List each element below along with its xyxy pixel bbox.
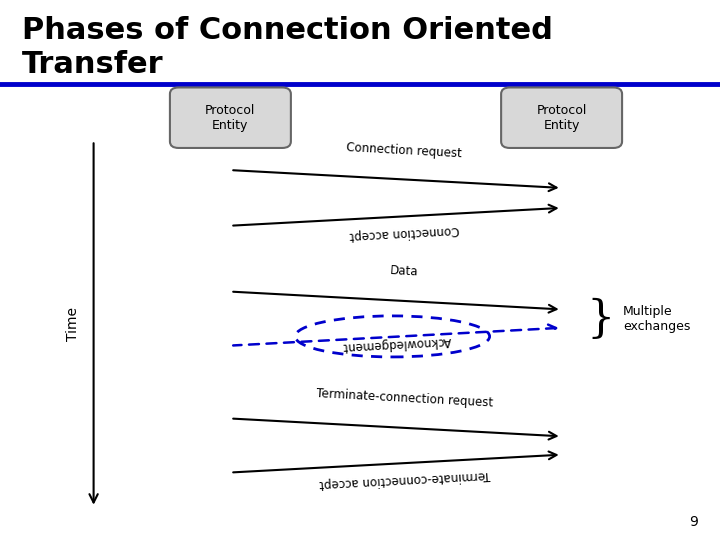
- Text: }: }: [587, 298, 615, 341]
- Text: 9: 9: [690, 515, 698, 529]
- Text: Multiple
exchanges: Multiple exchanges: [623, 305, 690, 333]
- Text: Connection request: Connection request: [346, 140, 462, 160]
- Text: Connection accept: Connection accept: [349, 223, 459, 242]
- FancyBboxPatch shape: [501, 87, 622, 148]
- Text: Phases of Connection Oriented
Transfer: Phases of Connection Oriented Transfer: [22, 16, 552, 79]
- Text: Terminate-connection accept: Terminate-connection accept: [318, 468, 490, 490]
- Text: Data: Data: [390, 265, 419, 279]
- Text: Protocol
Entity: Protocol Entity: [205, 104, 256, 132]
- Text: Acknowledgement: Acknowledgement: [341, 334, 451, 353]
- FancyBboxPatch shape: [170, 87, 291, 148]
- Text: Protocol
Entity: Protocol Entity: [536, 104, 587, 132]
- Text: Time: Time: [66, 307, 81, 341]
- Text: Terminate-connection request: Terminate-connection request: [315, 387, 493, 410]
